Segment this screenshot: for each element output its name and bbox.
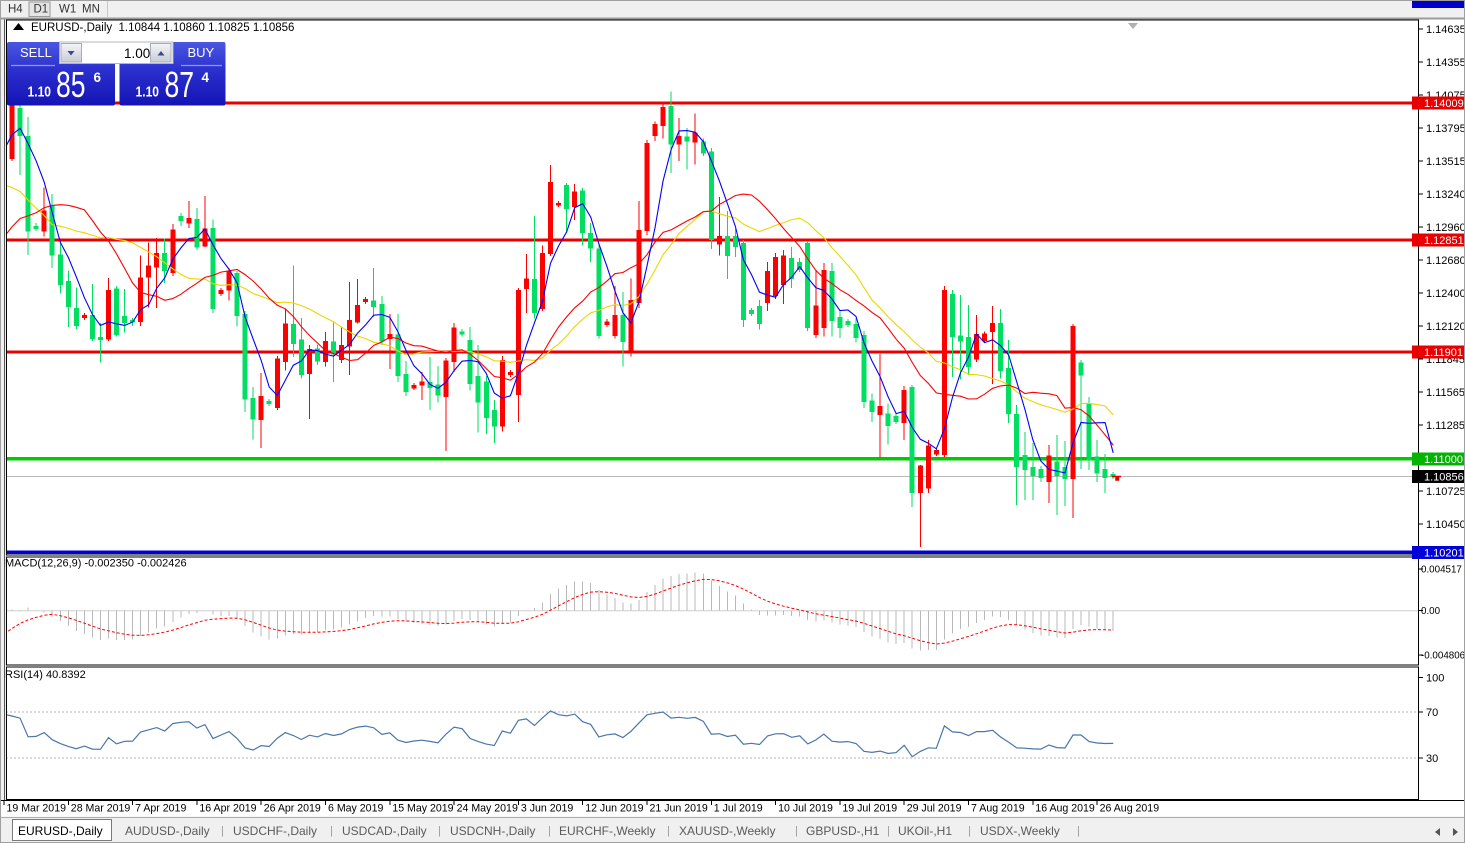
svg-text:100: 100 — [1426, 673, 1444, 685]
svg-text:1.10201: 1.10201 — [1424, 548, 1464, 560]
svg-text:|: | — [438, 825, 441, 837]
svg-text:1.14355: 1.14355 — [1426, 57, 1465, 69]
svg-text:1.14635: 1.14635 — [1426, 24, 1465, 36]
svg-text:1.11285: 1.11285 — [1426, 420, 1465, 432]
svg-text:70: 70 — [1426, 707, 1438, 719]
svg-text:EURCHF-,Weekly: EURCHF-,Weekly — [559, 824, 655, 838]
svg-text:1.12851: 1.12851 — [1424, 235, 1464, 247]
svg-text:1.11000: 1.11000 — [1424, 454, 1463, 466]
svg-text:|: | — [1077, 825, 1080, 837]
svg-text:D1: D1 — [34, 4, 49, 16]
svg-text:1.10: 1.10 — [136, 85, 160, 101]
svg-text:UKOil-,H1: UKOil-,H1 — [898, 824, 952, 838]
svg-text:MN: MN — [82, 4, 100, 16]
svg-text:87: 87 — [165, 64, 195, 105]
svg-text:1.13515: 1.13515 — [1426, 156, 1465, 168]
svg-text:AUDUSD-,Daily: AUDUSD-,Daily — [125, 824, 210, 838]
svg-text:MACD(12,26,9) -0.002350 -0.002: MACD(12,26,9) -0.002350 -0.002426 — [5, 558, 187, 570]
svg-text:|: | — [330, 825, 333, 837]
svg-text:3 Jun 2019: 3 Jun 2019 — [521, 803, 574, 815]
svg-text:26 Apr 2019: 26 Apr 2019 — [264, 803, 321, 815]
svg-text:1.10450: 1.10450 — [1426, 519, 1465, 531]
svg-text:0.00: 0.00 — [1421, 606, 1441, 617]
svg-text:85: 85 — [56, 64, 86, 105]
svg-text:|: | — [667, 825, 670, 837]
svg-text:SELL: SELL — [20, 45, 52, 60]
svg-text:|: | — [795, 825, 798, 837]
svg-text:15 May 2019: 15 May 2019 — [392, 803, 453, 815]
svg-text:30: 30 — [1426, 753, 1438, 765]
svg-text:W1: W1 — [59, 4, 76, 16]
svg-text:-0.004806: -0.004806 — [1421, 651, 1465, 662]
svg-text:USDX-,Weekly: USDX-,Weekly — [980, 824, 1060, 838]
svg-text:21 Jun 2019: 21 Jun 2019 — [650, 803, 708, 815]
svg-text:USDCHF-,Daily: USDCHF-,Daily — [233, 824, 317, 838]
svg-text:6: 6 — [94, 70, 102, 85]
svg-text:16 Apr 2019: 16 Apr 2019 — [199, 803, 256, 815]
svg-text:6 May 2019: 6 May 2019 — [328, 803, 383, 815]
svg-text:GBPUSD-,H1: GBPUSD-,H1 — [806, 824, 880, 838]
svg-text:USDCAD-,Daily: USDCAD-,Daily — [342, 824, 427, 838]
svg-text:1.13795: 1.13795 — [1426, 123, 1465, 135]
svg-text:4: 4 — [202, 70, 210, 85]
svg-text:19 Mar 2019: 19 Mar 2019 — [7, 803, 67, 815]
svg-text:H4: H4 — [8, 4, 23, 16]
svg-text:1.14009: 1.14009 — [1424, 98, 1464, 110]
svg-text:7 Aug 2019: 7 Aug 2019 — [971, 803, 1025, 815]
svg-text:1.11901: 1.11901 — [1424, 347, 1463, 359]
svg-text:19 Jul 2019: 19 Jul 2019 — [842, 803, 897, 815]
svg-text:BUY: BUY — [188, 45, 215, 60]
svg-text:1.10725: 1.10725 — [1426, 486, 1465, 498]
svg-text:1.10856: 1.10856 — [1424, 472, 1464, 484]
svg-text:24 May 2019: 24 May 2019 — [457, 803, 518, 815]
svg-text:10 Jul 2019: 10 Jul 2019 — [778, 803, 833, 815]
svg-text:26 Aug 2019: 26 Aug 2019 — [1100, 803, 1160, 815]
svg-text:1.00: 1.00 — [124, 46, 150, 61]
svg-text:1.12960: 1.12960 — [1426, 222, 1465, 234]
svg-text:EURUSD-,Daily: EURUSD-,Daily — [18, 824, 103, 838]
svg-text:|: | — [968, 825, 971, 837]
svg-text:USDCNH-,Daily: USDCNH-,Daily — [450, 824, 535, 838]
svg-text:0.004517: 0.004517 — [1421, 565, 1462, 576]
svg-text:XAUUSD-,Weekly: XAUUSD-,Weekly — [679, 824, 775, 838]
svg-text:1.11565: 1.11565 — [1426, 387, 1465, 399]
svg-text:1.12400: 1.12400 — [1426, 288, 1465, 300]
svg-text:1.12120: 1.12120 — [1426, 321, 1465, 333]
svg-text:|: | — [548, 825, 551, 837]
svg-text:EURUSD-,Daily 1.10844 1.10860: EURUSD-,Daily 1.10844 1.10860 1.10825 1.… — [31, 22, 294, 34]
svg-text:7 Apr 2019: 7 Apr 2019 — [135, 803, 186, 815]
svg-text:1 Jul 2019: 1 Jul 2019 — [714, 803, 763, 815]
svg-text:12 Jun 2019: 12 Jun 2019 — [585, 803, 643, 815]
svg-text:RSI(14) 40.8392: RSI(14) 40.8392 — [5, 669, 86, 681]
svg-text:29 Jul 2019: 29 Jul 2019 — [907, 803, 962, 815]
svg-text:28 Mar 2019: 28 Mar 2019 — [71, 803, 131, 815]
svg-text:|: | — [887, 825, 890, 837]
svg-text:1.13240: 1.13240 — [1426, 189, 1465, 201]
svg-text:1.10: 1.10 — [28, 85, 52, 101]
svg-text:|: | — [221, 825, 224, 837]
svg-text:1.12680: 1.12680 — [1426, 255, 1465, 267]
svg-text:16 Aug 2019: 16 Aug 2019 — [1035, 803, 1095, 815]
